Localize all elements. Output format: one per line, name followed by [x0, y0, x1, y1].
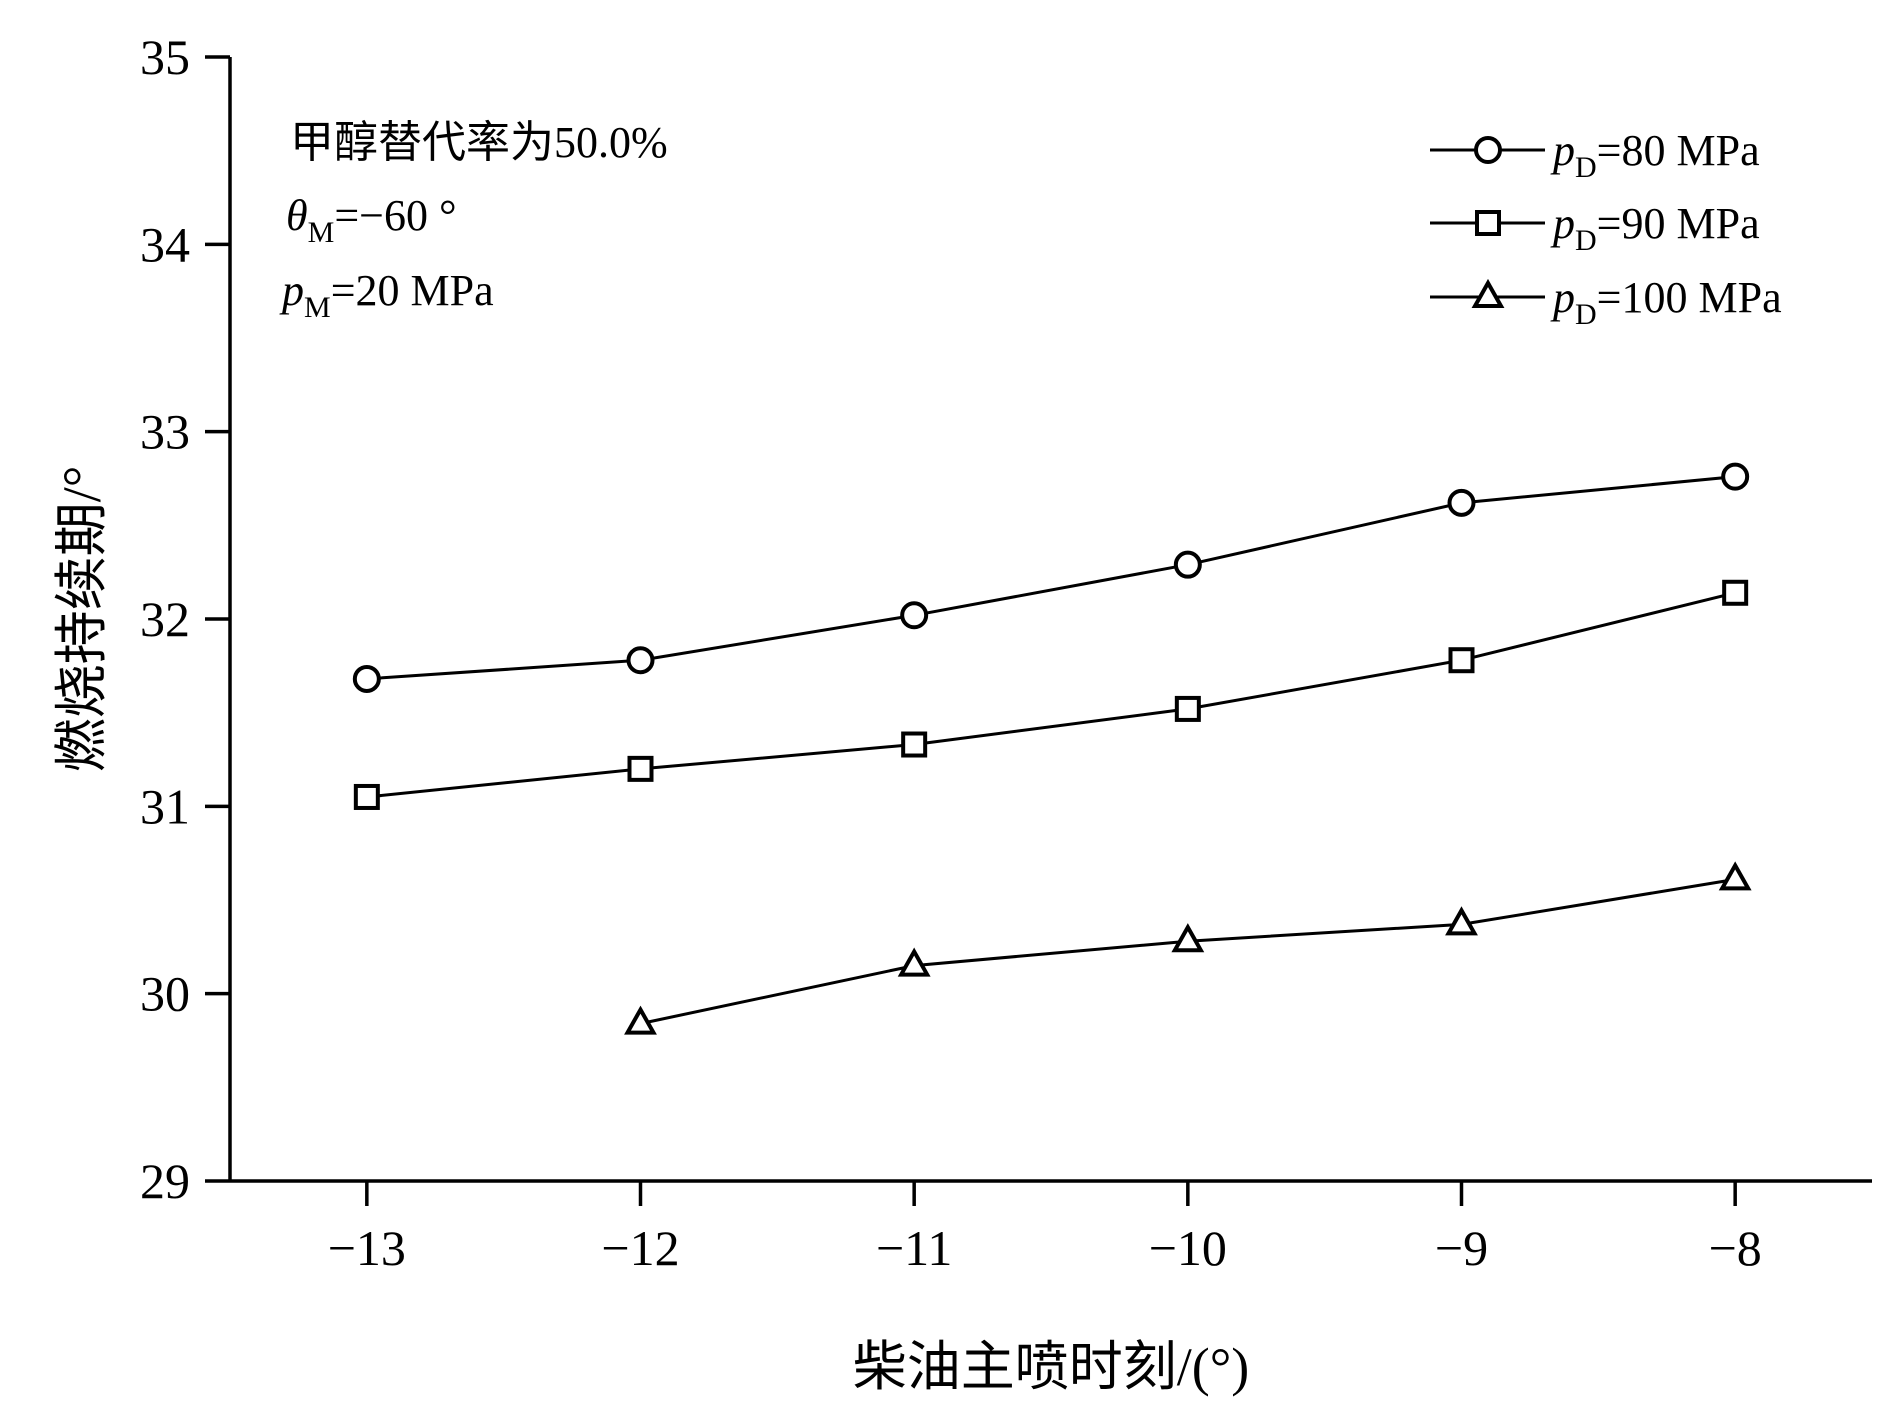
legend-90-sub: D	[1575, 224, 1597, 257]
legend-100-sub: D	[1575, 298, 1597, 331]
annotation-theta: θM=−60 °	[286, 191, 457, 249]
x-tick-label: −9	[1435, 1220, 1488, 1276]
series-circle	[352, 462, 1750, 693]
x-tick-label: −13	[328, 1220, 406, 1276]
series-square	[353, 579, 1749, 810]
data-point-square	[1448, 647, 1475, 674]
y-tick-label: 35	[140, 29, 190, 85]
y-axis-title: 燃烧持续期/°	[52, 466, 112, 773]
y-tick-label: 32	[140, 591, 190, 647]
data-point-square	[901, 731, 928, 758]
data-point-triangle	[897, 947, 931, 977]
y-ticks: 29 30 31 32 33 34 35	[140, 29, 230, 1209]
legend-label-100: pD=100 MPa	[1550, 273, 1782, 331]
data-point-circle	[352, 664, 381, 693]
x-tick-label: −12	[601, 1220, 679, 1276]
data-point-circle	[1173, 550, 1202, 579]
x-ticks: −13 −12 −11 −10 −9 −8	[328, 1181, 1762, 1276]
legend-90-rest: =90 MPa	[1597, 199, 1760, 248]
legend-label-90: pD=90 MPa	[1550, 199, 1760, 257]
legend-100-rest: =100 MPa	[1597, 273, 1782, 322]
data-point-triangle	[624, 1005, 657, 1035]
data-point-square	[627, 755, 654, 782]
x-tick-label: −8	[1709, 1220, 1762, 1276]
data-point-triangle	[1445, 906, 1478, 936]
x-axis-title: 柴油主喷时刻/(°)	[853, 1337, 1250, 1397]
legend: pD=80 MPa pD=90 MPa pD=100 MPa	[1430, 126, 1782, 331]
legend-label-80: pD=80 MPa	[1550, 126, 1760, 184]
annotation-rate: 甲醇替代率为50.0%	[290, 118, 668, 167]
legend-item-80: pD=80 MPa	[1430, 126, 1760, 184]
annotation-pm-sub: M	[304, 291, 331, 324]
y-tick-label: 34	[140, 216, 190, 272]
legend-90-symbol: p	[1550, 199, 1575, 248]
annotation-pm-rest: =20 MPa	[331, 266, 494, 315]
series-triangle	[624, 861, 1752, 1035]
data-point-circle	[1721, 462, 1750, 491]
y-tick-label: 29	[140, 1153, 190, 1209]
y-tick-label: 33	[140, 404, 190, 460]
data-point-triangle	[1171, 923, 1205, 953]
legend-80-symbol: p	[1550, 126, 1575, 175]
series-line	[366, 591, 1736, 799]
annotations: 甲醇替代率为50.0% θM=−60 ° pM=20 MPa	[279, 118, 668, 324]
legend-item-90: pD=90 MPa	[1430, 199, 1760, 257]
legend-80-rest: =80 MPa	[1597, 126, 1760, 175]
legend-100-symbol: p	[1550, 273, 1575, 322]
annotation-theta-sub: M	[308, 216, 335, 249]
data-point-square	[1722, 579, 1749, 606]
x-tick-label: −10	[1149, 1220, 1227, 1276]
annotation-pm: pM=20 MPa	[279, 266, 494, 324]
legend-marker-circle	[1474, 136, 1502, 164]
annotation-pm-symbol: p	[279, 266, 304, 315]
y-tick-label: 30	[140, 966, 190, 1022]
data-point-triangle	[1718, 861, 1752, 891]
legend-80-sub: D	[1575, 151, 1597, 184]
data-point-square	[353, 783, 380, 810]
legend-marker-square	[1475, 210, 1501, 236]
data-point-circle	[900, 601, 929, 630]
data-point-circle	[626, 646, 655, 675]
legend-item-100: pD=100 MPa	[1430, 273, 1782, 331]
annotation-theta-rest: =−60 °	[334, 191, 456, 240]
annotation-theta-symbol: θ	[286, 191, 308, 240]
data-point-square	[1174, 695, 1201, 722]
x-tick-label: −11	[876, 1220, 952, 1276]
data-point-circle	[1447, 488, 1476, 517]
y-tick-label: 31	[140, 778, 190, 834]
series-line	[366, 475, 1736, 681]
legend-marker-triangle	[1471, 278, 1505, 308]
series-layer	[352, 462, 1752, 1035]
